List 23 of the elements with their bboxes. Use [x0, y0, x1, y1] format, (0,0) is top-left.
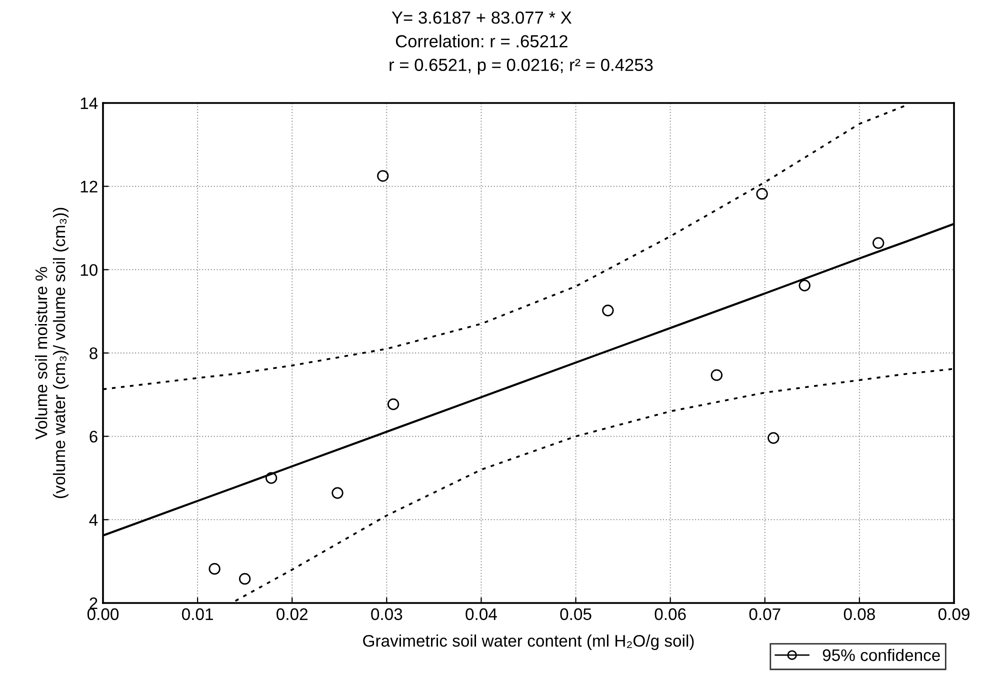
x-tick-label: 0.03 [371, 608, 402, 620]
x-tick-label: 0.00 [87, 608, 119, 620]
y-tick-label: 12 [80, 180, 98, 192]
x-tick-label: 0.09 [938, 608, 970, 620]
legend-label: 95% confidence [822, 648, 940, 662]
x-tick-label: 0.07 [749, 608, 780, 620]
chart-title: Y= 3.6187 + 83.077 * X [392, 12, 572, 24]
y-tick-label: 2 [90, 597, 98, 610]
y-axis-title: Volume soil moisture % (volume water (cm₃)/ volume soil (cm₃)) [35, 208, 68, 498]
y-tick-label: 10 [80, 264, 98, 276]
x-tick-label: 0.04 [466, 608, 497, 620]
y-tick-label: 4 [89, 514, 98, 526]
chart-subtitle: Correlation: r = .65212 [396, 34, 568, 48]
y-tick-label: 6 [90, 430, 98, 443]
x-tick-label: 0.02 [276, 608, 308, 620]
x-tick-label: 0.08 [844, 608, 875, 620]
x-tick-label: 0.05 [560, 608, 592, 620]
x-tick-label: 0.06 [654, 608, 686, 620]
y-tick-label: 8 [90, 347, 98, 360]
y-tick-label: 14 [80, 98, 98, 110]
x-axis-title: Gravimetric soil water content (ml H₂O/g soil) [363, 634, 694, 650]
text: r = 0.6521, p = 0.0216; r² = 0.4253 [390, 58, 653, 74]
x-tick-label: 0.01 [182, 608, 213, 620]
